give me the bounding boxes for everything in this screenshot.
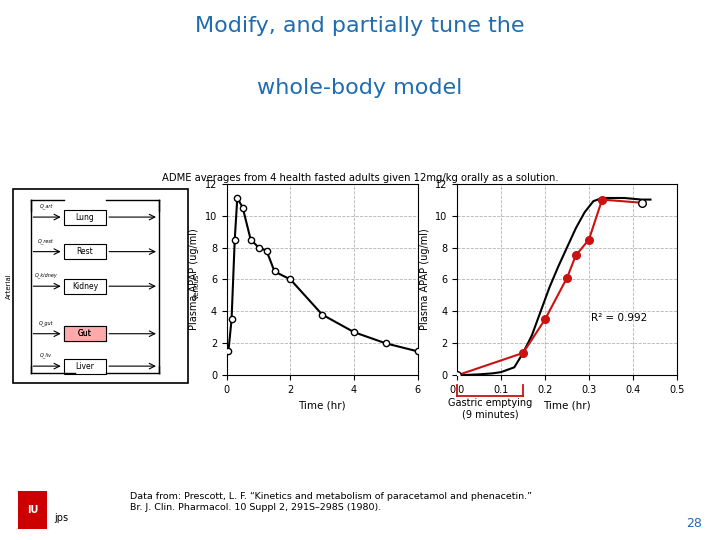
Text: Q_art: Q_art — [40, 204, 53, 209]
Text: ADME averages from 4 health fasted adults given 12mg/kg orally as a solution.: ADME averages from 4 health fasted adult… — [162, 173, 558, 183]
FancyBboxPatch shape — [13, 189, 188, 383]
FancyBboxPatch shape — [63, 210, 107, 225]
Text: Data from: Prescott, L. F. “Kinetics and metabolism of paracetamol and phenaceti: Data from: Prescott, L. F. “Kinetics and… — [130, 492, 531, 512]
Text: Kidney: Kidney — [72, 282, 98, 291]
Text: Arterial: Arterial — [6, 273, 12, 299]
Y-axis label: Plasma APAP (ug/ml): Plasma APAP (ug/ml) — [420, 228, 430, 330]
FancyBboxPatch shape — [63, 279, 107, 294]
Text: R² = 0.992: R² = 0.992 — [591, 313, 647, 323]
Text: 28: 28 — [686, 517, 702, 530]
Y-axis label: Plasma APAP (ug/ml): Plasma APAP (ug/ml) — [189, 228, 199, 330]
X-axis label: Time (hr): Time (hr) — [543, 401, 591, 410]
Text: Gut: Gut — [78, 329, 92, 338]
FancyBboxPatch shape — [63, 326, 107, 341]
X-axis label: Time (hr): Time (hr) — [298, 401, 346, 410]
FancyBboxPatch shape — [63, 359, 107, 374]
FancyBboxPatch shape — [63, 244, 107, 259]
Text: Lung: Lung — [76, 213, 94, 221]
Text: jps: jps — [54, 514, 68, 523]
Text: Q_kidney: Q_kidney — [35, 273, 58, 278]
Text: IU: IU — [27, 505, 38, 515]
Text: Gastric emptying
(9 minutes): Gastric emptying (9 minutes) — [448, 398, 532, 420]
Text: Q_liv: Q_liv — [40, 353, 52, 358]
Text: Q_gut: Q_gut — [39, 320, 53, 326]
Text: Q_rest: Q_rest — [38, 238, 54, 244]
FancyBboxPatch shape — [63, 326, 107, 341]
Text: Liver: Liver — [76, 362, 94, 370]
Text: Venous: Venous — [194, 274, 199, 299]
Text: Rest: Rest — [76, 247, 94, 256]
Text: Gut: Gut — [78, 329, 92, 338]
Text: Modify, and partially tune the: Modify, and partially tune the — [195, 16, 525, 36]
Text: whole-body model: whole-body model — [257, 78, 463, 98]
